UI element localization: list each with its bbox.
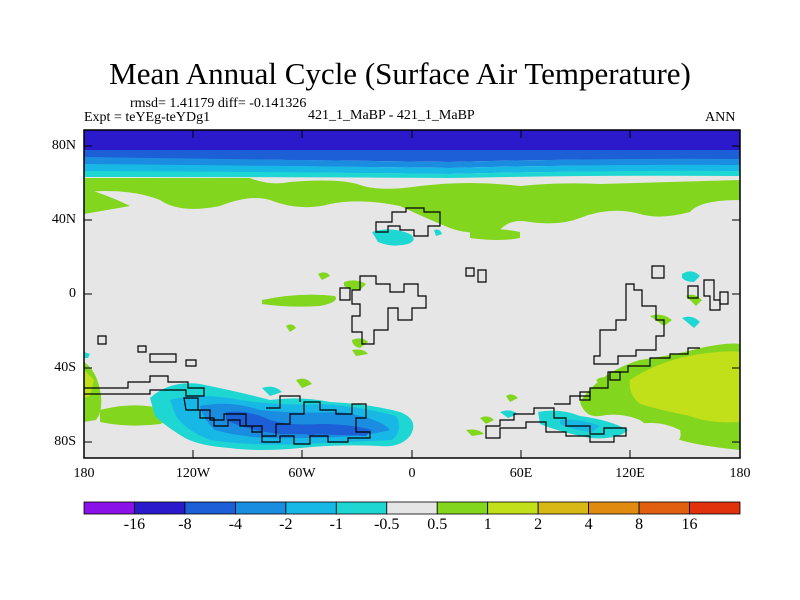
colorbar-box — [487, 501, 539, 515]
colorbar-box — [335, 501, 388, 515]
tropic-warm-patch — [262, 294, 336, 307]
colorbar-box — [689, 501, 741, 515]
y-tick-40s: 40S — [54, 360, 76, 375]
colorbar-box — [386, 501, 438, 515]
colorbar-label: -4 — [228, 516, 243, 533]
x-tick-120w: 120W — [175, 466, 211, 481]
colorbar-label: 8 — [635, 516, 644, 533]
colorbar-label: -0.5 — [374, 516, 400, 533]
band-slight — [84, 170, 740, 178]
colorbar — [83, 501, 741, 515]
y-tick-0: 0 — [69, 286, 76, 301]
colorbar-box — [134, 501, 186, 515]
colorbar-label: -8 — [178, 516, 192, 533]
colorbar-label: -2 — [279, 516, 293, 533]
band-cold — [84, 150, 740, 162]
x-tick-120e: 120E — [615, 466, 645, 481]
band-deep-cold — [84, 130, 740, 152]
x-tick-0: 0 — [408, 466, 416, 481]
x-tick-60w: 60W — [288, 466, 316, 481]
colorbar-box — [537, 501, 590, 515]
colorbar-box — [184, 501, 236, 515]
experiment-label: Expt = teYEg-teYDg1 — [84, 110, 211, 125]
north-warm-belt — [84, 178, 740, 233]
comparison-label: 421_1_MaBP - 421_1_MaBP — [308, 108, 475, 123]
colorbar-box — [588, 501, 640, 515]
band-cool — [84, 157, 740, 168]
colorbar-box — [436, 501, 489, 515]
east-warmer-region — [629, 351, 740, 423]
coastlines — [84, 207, 729, 445]
x-tick-180w: 180 — [73, 466, 95, 481]
colorbar-box — [285, 501, 337, 515]
colorbar-label: -16 — [123, 516, 146, 533]
colorbar-box — [83, 501, 135, 515]
colorbar-label: 16 — [681, 516, 698, 533]
y-tick-80s: 80S — [54, 434, 76, 449]
colorbar-label: 1 — [483, 516, 492, 533]
map-field — [84, 130, 740, 458]
x-tick-60e: 60E — [509, 466, 533, 481]
north-cool-patch — [372, 229, 414, 246]
y-tick-40n: 40N — [51, 212, 76, 227]
colorbar-box — [638, 501, 690, 515]
plot-title: Mean Annual Cycle (Surface Air Temperatu… — [109, 56, 691, 91]
colorbar-label: -1 — [329, 516, 343, 533]
colorbar-label: 0.5 — [427, 516, 448, 533]
x-tick-180e: 180 — [729, 466, 751, 481]
season-label: ANN — [705, 110, 736, 125]
stats-label: rmsd= 1.41179 diff= -0.141326 — [130, 96, 307, 111]
colorbar-label: 2 — [534, 516, 543, 533]
axis-ticks — [84, 130, 740, 458]
colorbar-box — [234, 501, 287, 515]
y-tick-80n: 80N — [51, 138, 76, 153]
colorbar-label: 4 — [584, 516, 593, 533]
